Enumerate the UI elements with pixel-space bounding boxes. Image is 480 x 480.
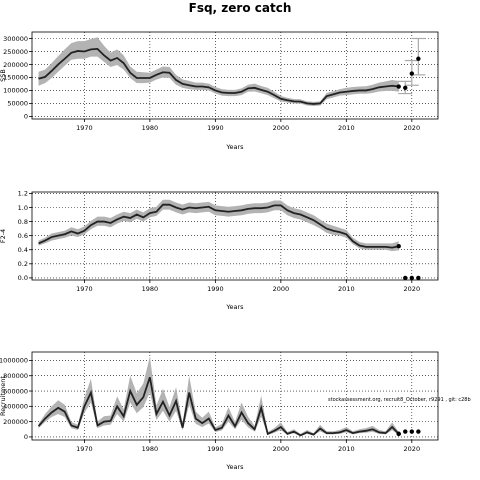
y-tick-label: 100000 [3, 87, 28, 95]
x-tick-label: 2020 [404, 124, 421, 132]
panel-2: 1970 1980 1990 2000 2010 2020 0.0 0.2 0.4 0.6 0.8 1… [0, 190, 439, 311]
x-tick-label: 2010 [338, 285, 355, 293]
x-tick-label: 1990 [207, 124, 224, 132]
x-tick-label: 2000 [273, 285, 290, 293]
x-tick-label: 2000 [273, 124, 290, 132]
estimate-line [37, 376, 400, 437]
projection-point [409, 429, 415, 434]
x-tick-label: 1970 [76, 285, 93, 293]
y-tick-label: 200000 [3, 61, 28, 69]
source-annotation: stockassessment.org, recruit8_October, r… [328, 397, 471, 403]
x-tick-label: 1980 [142, 445, 159, 453]
plot-frame [31, 31, 439, 120]
y-tick-label: 1000000 [0, 357, 28, 365]
y-tick-label: 1.0 [18, 204, 28, 212]
x-tick-label: 2000 [273, 445, 290, 453]
x-tick-label: 1970 [76, 124, 93, 132]
y-tick-label: 600000 [3, 387, 28, 395]
x-tick-label: 1990 [207, 445, 224, 453]
x-tick-label: 2010 [338, 124, 355, 132]
y-tick-label: 0.0 [18, 274, 28, 282]
y-tick-label: 1.2 [18, 190, 28, 198]
x-tick-label: 1980 [142, 285, 159, 293]
x-tick-label: 2010 [338, 445, 355, 453]
projection-point [403, 429, 408, 434]
projection-point [409, 71, 415, 76]
y-tick-label: 0 [24, 113, 28, 121]
y-axis-label: SSB [0, 69, 7, 82]
estimate-line [38, 203, 399, 249]
projection-point [409, 275, 415, 281]
y-tick-label: 0.8 [18, 218, 28, 226]
y-tick-label: 400000 [3, 403, 28, 411]
projection-point [416, 429, 421, 434]
y-tick-label: 150000 [3, 74, 28, 82]
projection-point [403, 85, 408, 91]
y-tick-label: 50000 [7, 100, 28, 108]
projection-point [416, 275, 421, 281]
projection-point [403, 275, 408, 281]
y-tick-label: 0.4 [18, 246, 28, 254]
y-axis-label: F2-4 [0, 229, 7, 243]
estimate-line [38, 47, 399, 105]
plot-frame [31, 191, 439, 281]
y-tick-label: 0.2 [18, 260, 28, 268]
last-year-point [396, 84, 401, 89]
plot-frame [31, 351, 439, 441]
y-axis-label: Recruitment [0, 376, 7, 416]
y-tick-label: 250000 [3, 48, 28, 56]
x-tick-label: 2020 [404, 285, 421, 293]
x-axis-label: Years [225, 463, 244, 471]
y-tick-label: 300000 [3, 35, 28, 43]
projection-point [396, 431, 401, 437]
confidence-band [38, 37, 399, 107]
x-tick-label: 1990 [207, 285, 224, 293]
y-tick-label: 0.6 [18, 232, 28, 240]
y-tick-label: 200000 [3, 418, 28, 426]
panels: 1970 1980 1990 2000 2010 2020 0 50000 100000 1500… [0, 31, 471, 471]
last-year-point [396, 244, 401, 249]
x-axis-label: Years [225, 303, 244, 311]
projection-point [416, 56, 421, 61]
x-tick-label: 2020 [404, 445, 421, 453]
y-tick-label: 0 [24, 433, 28, 441]
panel-1: 1970 1980 1990 2000 2010 2020 0 50000 100000 1500… [0, 31, 439, 151]
y-tick-label: 800000 [3, 372, 28, 380]
confidence-band [38, 356, 399, 437]
figure-title: Fsq, zero catch [189, 1, 292, 15]
x-tick-label: 1970 [76, 445, 93, 453]
x-tick-label: 1980 [142, 124, 159, 132]
panel-3: 1970 1980 1990 2000 2010 2020 0 200000 400000 600… [0, 351, 471, 471]
x-axis-label: Years [225, 143, 244, 151]
